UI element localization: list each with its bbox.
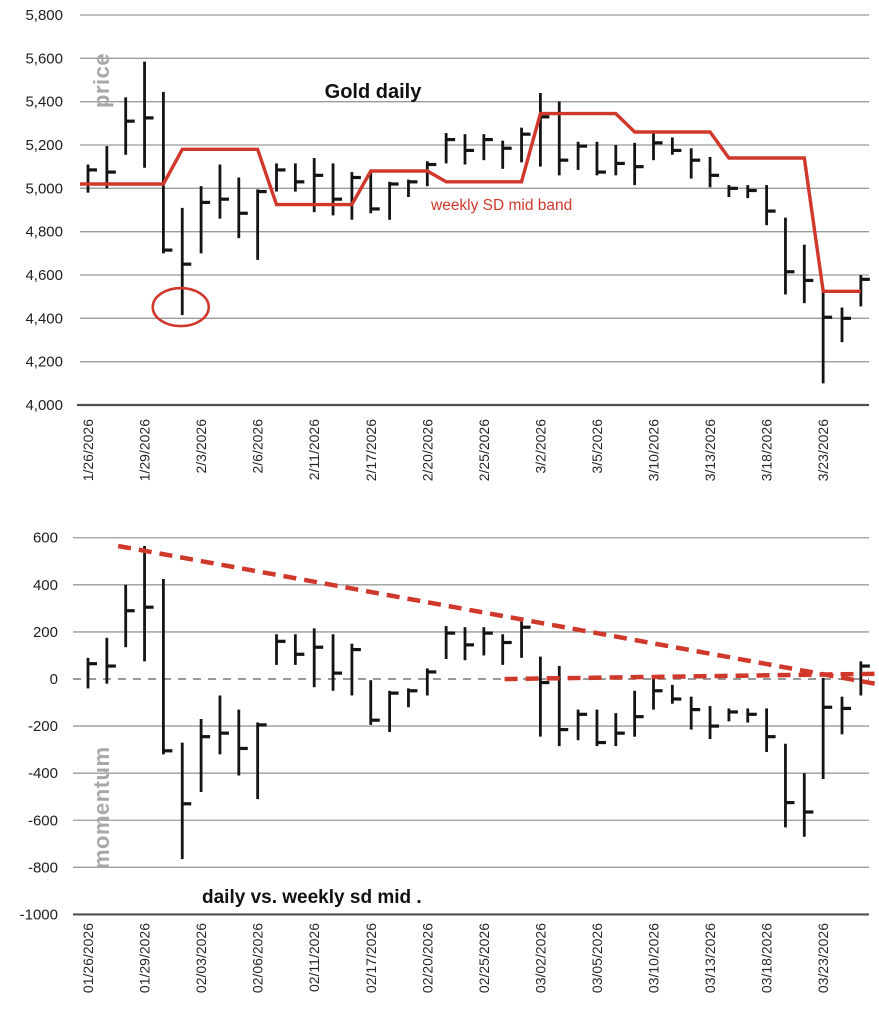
x-tick-label: 01/29/2026	[137, 923, 153, 993]
x-tick-label: 3/10/2026	[646, 419, 662, 481]
x-tick-label: 03/02/2026	[532, 923, 548, 993]
momentum-chart-title: daily vs. weekly sd mid .	[202, 887, 422, 908]
y-tick-label: 5,800	[25, 7, 63, 24]
x-tick-label: 1/29/2026	[137, 419, 153, 481]
x-tick-label: 2/11/2026	[306, 419, 322, 480]
x-tick-label: 02/20/2026	[419, 923, 435, 993]
annotation-ellipse	[151, 286, 211, 328]
y-tick-label: -600	[28, 812, 58, 829]
x-tick-label: 3/2/2026	[532, 419, 548, 474]
weekly-band-line	[80, 111, 861, 293]
x-tick-label: 02/03/2026	[193, 923, 209, 993]
y-tick-label: -1000	[20, 906, 58, 923]
x-tick-label: 01/26/2026	[80, 923, 96, 993]
y-tick-label: 4,200	[25, 354, 63, 371]
y-tick-label: 0	[50, 671, 58, 688]
momentum-chart: 600 400 200 0 -200 -400 -600 -800 -1000 01/26/202…	[20, 530, 876, 993]
x-tick-label: 02/25/2026	[476, 923, 492, 993]
x-tick-label: 3/23/2026	[815, 419, 831, 481]
x-tick-label: 2/17/2026	[363, 419, 379, 481]
momentum-axis-word: momentum	[89, 746, 114, 869]
y-tick-label: -800	[28, 859, 58, 876]
y-tick-label: 200	[33, 624, 58, 641]
x-tick-label: 2/25/2026	[476, 419, 492, 481]
weekly-band-label: weekly SD mid band	[430, 197, 572, 214]
x-tick-label: 3/13/2026	[702, 419, 718, 481]
y-tick-label: 4,800	[25, 224, 63, 241]
y-tick-label: 4,000	[25, 397, 63, 414]
y-tick-label: 600	[33, 530, 58, 547]
y-tick-label: 5,600	[25, 50, 63, 67]
x-tick-label: 2/3/2026	[193, 419, 209, 474]
y-tick-label: 4,600	[25, 267, 63, 284]
y-tick-label: -200	[28, 718, 58, 735]
y-tick-label: 5,200	[25, 137, 63, 154]
x-tick-label: 3/5/2026	[589, 419, 605, 474]
x-tick-label: 1/26/2026	[80, 419, 96, 481]
x-tick-label: 2/6/2026	[250, 419, 266, 474]
y-tick-label: -400	[28, 765, 58, 782]
y-tick-label: 5,000	[25, 180, 63, 197]
y-tick-label: 5,400	[25, 94, 63, 111]
trendline	[117, 543, 876, 686]
x-tick-label: 02/11/2026	[306, 923, 322, 992]
x-tick-label: 03/13/2026	[702, 923, 718, 993]
price-chart-title: Gold daily	[325, 81, 423, 103]
y-tick-label: 4,400	[25, 310, 63, 327]
x-tick-label: 02/17/2026	[363, 923, 379, 993]
x-tick-label: 2/20/2026	[419, 419, 435, 481]
x-tick-label: 02/06/2026	[250, 923, 266, 993]
price-chart: 5,800 5,600 5,400 5,200 5,000 4,800 4,600 4,400…	[25, 7, 870, 481]
x-tick-label: 03/18/2026	[759, 923, 775, 993]
x-tick-label: 03/23/2026	[815, 923, 831, 993]
x-tick-label: 03/10/2026	[646, 923, 662, 993]
y-tick-label: 400	[33, 577, 58, 594]
x-tick-label: 03/05/2026	[589, 923, 605, 993]
x-tick-label: 3/18/2026	[759, 419, 775, 481]
price-axis-word: price	[89, 53, 114, 108]
